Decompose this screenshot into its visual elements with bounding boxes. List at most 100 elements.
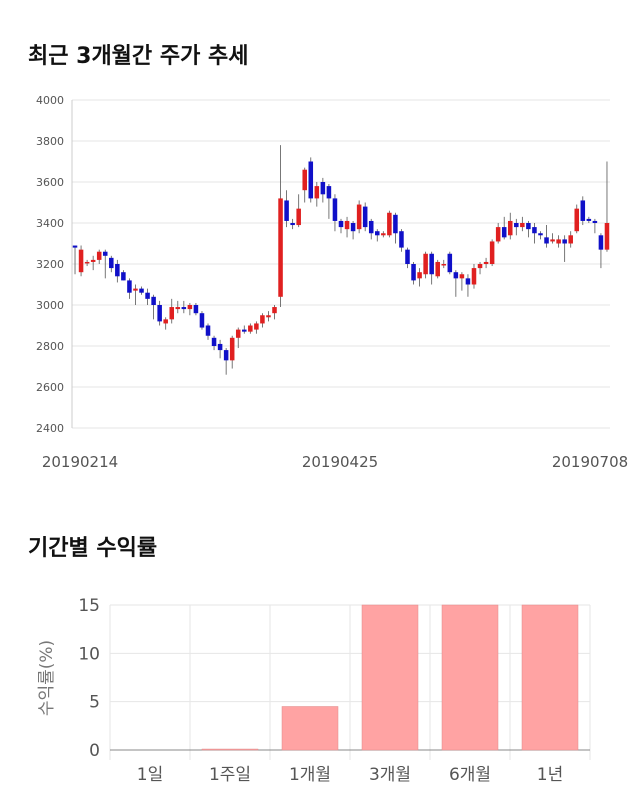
candle-body: [568, 235, 573, 244]
bar-x-tick: 3개월: [369, 765, 411, 785]
candle-body: [96, 251, 102, 260]
candle-x-tick: 20190708: [552, 453, 628, 471]
candle-body: [387, 212, 392, 236]
candle-body: [465, 278, 471, 285]
candle-body: [187, 305, 193, 310]
bar-x-tick: 1주일: [209, 765, 251, 785]
candle-body: [514, 223, 519, 228]
candle-body: [272, 307, 277, 314]
candle-body: [592, 220, 598, 223]
bar-grid: [109, 604, 591, 760]
candle-body: [447, 253, 453, 273]
bar-x-tick: 1개월: [289, 765, 331, 785]
candle-body: [139, 288, 144, 293]
candle-body: [350, 223, 356, 232]
candle-body: [223, 350, 229, 361]
candlestick-chart: 2400 2600 2800 3000 3200 3400 3600 3800 4000 201…: [36, 94, 628, 471]
candle-body: [102, 251, 108, 256]
candle-body: [538, 233, 543, 236]
candle-y-tick: 3000: [36, 299, 64, 312]
candle-series: [72, 145, 610, 375]
candle-y-tick: 2800: [36, 340, 64, 353]
candle-body: [459, 274, 465, 279]
candle-body: [544, 237, 549, 244]
candle-y-tick: 2600: [36, 381, 64, 394]
candle-body: [368, 220, 374, 234]
bar-x-tick: 6개월: [449, 765, 491, 785]
candle-body: [441, 264, 447, 266]
candle-body: [507, 220, 513, 236]
candle-body: [211, 337, 217, 346]
bar-y-axis: 0 5 10 15: [78, 596, 100, 761]
candle-body: [477, 264, 483, 269]
candle-body: [338, 220, 344, 228]
candle-y-tick: 2400: [36, 422, 64, 435]
candle-y-tick: 3400: [36, 217, 64, 230]
candle-x-axis: 20190214 20190425 20190708: [42, 453, 628, 471]
candle-body: [356, 204, 362, 230]
candle-y-tick: 4000: [36, 94, 64, 107]
candle-body: [556, 239, 561, 244]
candle-body: [471, 268, 477, 285]
candle-body: [362, 206, 368, 228]
candle-body: [453, 272, 459, 279]
candle-body: [254, 323, 259, 330]
bar-y-axis-label: 수익률(%): [37, 640, 57, 716]
candle-body: [411, 264, 416, 281]
candle-body: [193, 305, 199, 314]
candle-body: [417, 272, 422, 279]
candle-body: [290, 223, 295, 226]
bar-y-tick: 5: [89, 693, 100, 713]
candle-y-tick: 3800: [36, 135, 64, 148]
candle-body: [526, 223, 531, 230]
candle-body: [242, 329, 247, 332]
candle-body: [133, 288, 138, 291]
candle-body: [495, 227, 501, 242]
candle-body: [320, 182, 326, 195]
candle-body: [375, 231, 380, 236]
candle-body: [550, 239, 555, 242]
candle-body: [381, 233, 386, 236]
candle-body: [284, 200, 289, 221]
candle-body: [423, 253, 428, 275]
candle-body: [248, 325, 253, 332]
candle-body: [302, 169, 307, 191]
candle-body: [520, 223, 525, 228]
candle-body: [157, 305, 162, 322]
return-bar: [281, 706, 339, 751]
candle-body: [169, 307, 175, 320]
candle-body: [109, 257, 114, 269]
candle-body: [332, 198, 338, 221]
candle-body: [483, 261, 489, 264]
candle-body: [163, 319, 168, 324]
candle-x-tick: 20190425: [302, 453, 378, 471]
candle-body: [532, 227, 537, 234]
candle-body: [121, 272, 126, 281]
period-return-heading: 기간별 수익률: [28, 536, 158, 561]
candle-body: [429, 253, 434, 275]
bar-x-tick: 1년: [537, 765, 563, 785]
candle-body: [314, 186, 320, 199]
candle-y-tick: 3600: [36, 176, 64, 189]
candle-body: [235, 329, 241, 338]
candle-y-axis: 2400 2600 2800 3000 3200 3400 3600 3800 4000: [36, 94, 64, 435]
candle-body: [326, 186, 332, 199]
candle-body: [175, 307, 181, 310]
bar-y-tick: 0: [89, 741, 100, 761]
candle-body: [115, 264, 120, 277]
candle-body: [344, 220, 350, 230]
candle-body: [296, 208, 301, 226]
candle-body: [580, 200, 586, 221]
candle-body: [90, 259, 96, 262]
candle-body: [78, 249, 84, 273]
candle-body: [205, 325, 211, 336]
bar-y-tick: 15: [78, 596, 100, 616]
price-trend-heading: 최근 3개월간 주가 추세: [28, 44, 249, 69]
candle-body: [181, 307, 187, 310]
return-bar: [201, 748, 259, 751]
candle-body: [489, 241, 495, 264]
candle-body: [405, 249, 410, 264]
bar-x-tick: 1일: [137, 765, 163, 785]
candle-body: [393, 214, 398, 234]
candle-body: [127, 280, 132, 293]
